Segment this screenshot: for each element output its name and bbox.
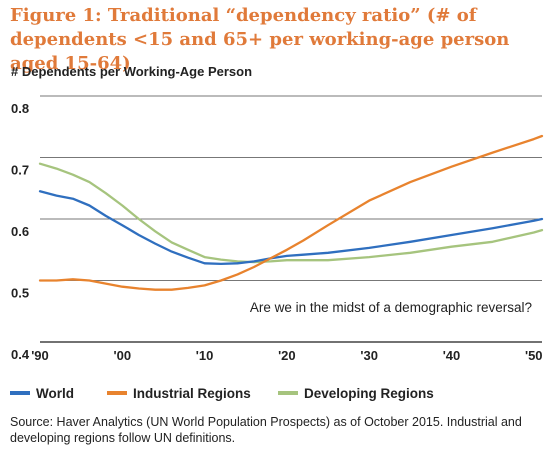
chart-annotation: Are we in the midst of a demographic rev…: [250, 300, 532, 315]
legend-swatch-industrial-regions: [107, 391, 127, 396]
chart-title: Figure 1: Traditional “dependency ratio”…: [10, 5, 510, 74]
x-tick-label: '40: [443, 348, 461, 363]
series-line-industrial-regions: [38, 134, 544, 291]
x-tick-label: '30: [360, 348, 378, 363]
y-tick-label: 0.7: [11, 163, 29, 178]
x-tick-labels: '90 '00 '10 '20 '30 '40 '50: [31, 348, 542, 363]
x-tick-label: '10: [196, 348, 214, 363]
x-tick-label: '00: [114, 348, 132, 363]
x-tick-label: '90: [31, 348, 49, 363]
legend-item-industrial-regions: Industrial Regions: [107, 386, 251, 401]
grid-lines: [40, 95, 542, 343]
x-tick-label: '20: [278, 348, 296, 363]
y-tick-label: 0.6: [11, 224, 29, 239]
chart-legend: World Industrial Regions Developing Regi…: [10, 386, 540, 404]
legend-item-world: World: [10, 386, 74, 401]
legend-label-developing-regions: Developing Regions: [304, 386, 434, 401]
legend-swatch-world: [10, 391, 30, 396]
source-note: Source: Haver Analytics (UN World Popula…: [10, 415, 522, 445]
series-line-world: [38, 190, 544, 266]
y-tick-label: 0.5: [11, 286, 29, 301]
legend-label-world: World: [36, 386, 74, 401]
series-line-developing-regions: [38, 162, 544, 264]
legend-label-industrial-regions: Industrial Regions: [133, 386, 251, 401]
legend-swatch-developing-regions: [278, 391, 298, 396]
legend-item-developing-regions: Developing Regions: [278, 386, 434, 401]
y-axis-label: # Dependents per Working-Age Person: [11, 64, 253, 79]
y-tick-label: 0.4: [11, 347, 30, 362]
y-tick-labels: 0.4 0.5 0.6 0.7 0.8: [11, 101, 30, 362]
series-lines: [38, 134, 544, 291]
x-tick-label: '50: [525, 348, 543, 363]
y-tick-label: 0.8: [11, 101, 29, 116]
